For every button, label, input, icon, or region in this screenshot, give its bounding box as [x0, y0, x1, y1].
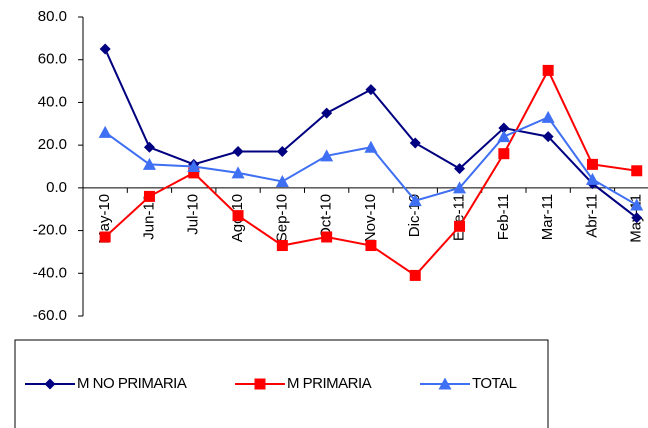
point	[98, 125, 112, 138]
point	[408, 194, 422, 207]
x-tick-label: May-10	[96, 194, 113, 244]
y-tick-label: 0.0	[46, 179, 67, 196]
point	[320, 149, 334, 162]
legend-marker	[44, 378, 56, 390]
point	[497, 130, 511, 143]
point	[453, 181, 467, 194]
x-tick-label: Feb-11	[495, 194, 512, 240]
point	[275, 174, 289, 187]
y-tick-label: -20.0	[33, 222, 67, 239]
legend-marker	[254, 378, 266, 390]
point	[321, 107, 333, 119]
point	[542, 64, 554, 76]
x-tick-label: Nov-10	[362, 194, 379, 242]
point	[143, 190, 155, 202]
point	[276, 240, 288, 252]
legend-box	[14, 339, 549, 428]
point	[585, 172, 599, 185]
x-tick-label: Jun-10	[140, 194, 157, 240]
point	[631, 165, 643, 177]
point	[142, 157, 156, 170]
point	[541, 110, 555, 123]
y-tick-label: -40.0	[33, 264, 67, 281]
point	[143, 141, 155, 153]
legend-label: TOTAL	[472, 375, 517, 392]
point	[321, 231, 333, 243]
point	[232, 146, 244, 158]
point	[542, 131, 554, 143]
y-tick-label: 80.0	[38, 8, 67, 25]
point	[364, 140, 378, 153]
point	[454, 220, 466, 232]
point	[276, 146, 288, 158]
x-tick-label: Mar-11	[539, 194, 556, 240]
y-tick-label: 60.0	[38, 51, 67, 68]
point	[409, 269, 421, 281]
point	[187, 160, 201, 172]
y-tick-label: 20.0	[38, 136, 67, 153]
x-tick-label: Oct-10	[318, 194, 335, 239]
legend-label: M NO PRIMARIA	[77, 375, 187, 392]
point	[498, 122, 510, 134]
point	[454, 163, 466, 175]
x-tick-label: Sep-10	[273, 194, 290, 242]
point	[409, 137, 421, 149]
x-tick-label: Jul-10	[185, 194, 202, 235]
point	[99, 231, 111, 243]
point	[231, 166, 245, 179]
y-tick-label: -60.0	[33, 307, 67, 324]
point	[365, 240, 377, 252]
point	[498, 148, 510, 160]
point	[630, 198, 644, 211]
legend-label: M PRIMARIA	[287, 375, 372, 392]
y-tick-label: 40.0	[38, 93, 67, 110]
point	[586, 158, 598, 170]
point	[232, 210, 244, 222]
point	[365, 84, 377, 96]
point	[99, 43, 111, 55]
x-tick-label: Abr-11	[583, 194, 600, 238]
legend-marker	[438, 377, 452, 390]
point	[631, 212, 643, 224]
